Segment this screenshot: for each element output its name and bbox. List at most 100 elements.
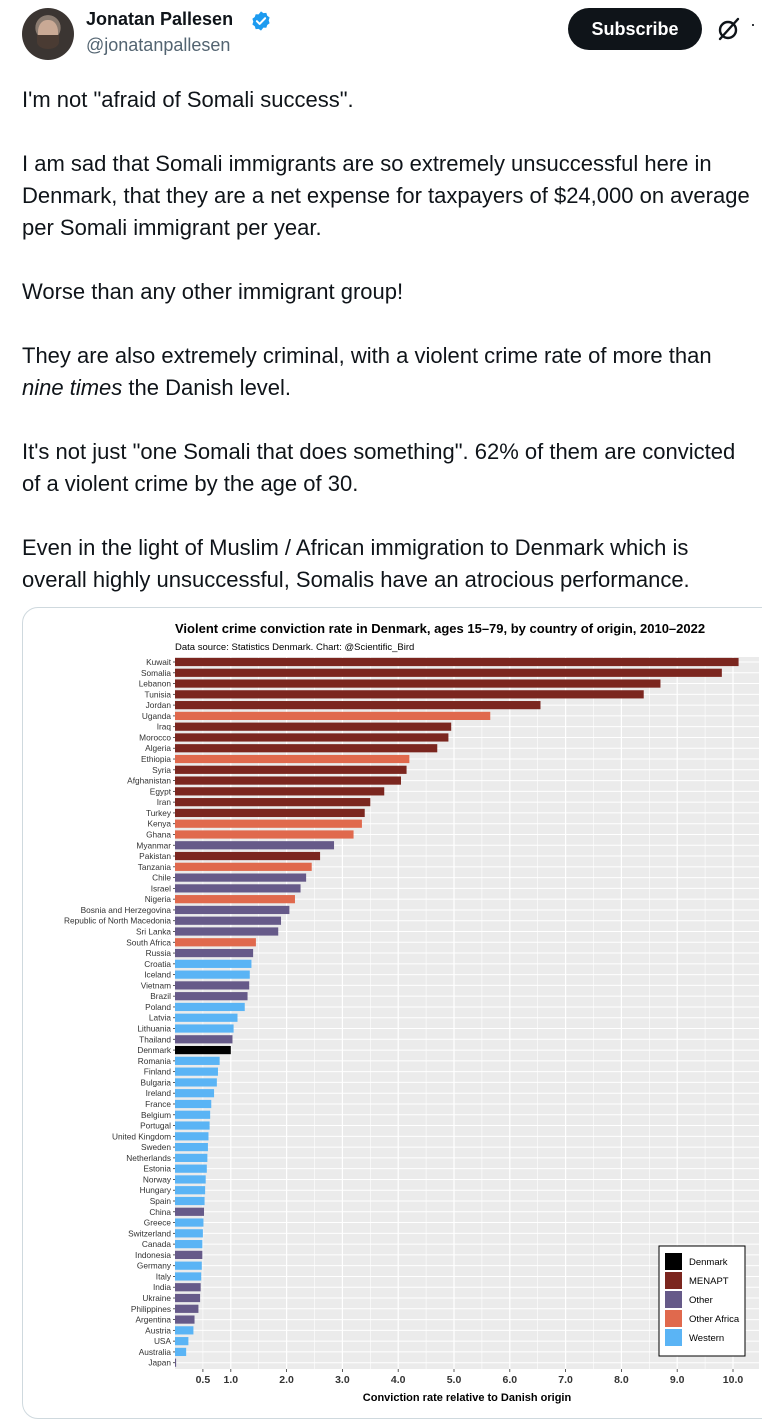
y-tick-label: Uganda [142,711,171,721]
bar-bosnia-and-herzegovina [175,905,290,915]
post-paragraph: Worse than any other immigrant group! [22,279,404,304]
y-tick-label: Egypt [150,786,172,796]
chart-subtitle: Data source: Statistics Denmark. Chart: … [175,642,414,653]
x-tick-label: 1.0 [223,1374,238,1386]
bar-lebanon [175,679,661,688]
bar-denmark [175,1045,231,1055]
avatar[interactable] [22,8,74,60]
y-tick-label: Algeria [145,743,171,753]
y-tick-label: Estonia [143,1164,171,1174]
bar-sri-lanka [175,927,279,936]
bar-australia [175,1347,187,1357]
bar-brazil [175,992,248,1001]
bar-chile [175,873,307,882]
y-tick-label: Afghanistan [127,776,171,786]
bar-chart: Violent crime conviction rate in Denmark… [64,621,759,1404]
post-emphasis: nine times [22,375,123,400]
legend-label: Other [689,1295,713,1306]
x-tick-label: 5.0 [447,1374,462,1386]
author-name[interactable]: Jonatan Pallesen [86,9,234,29]
legend-label: Other Africa [689,1314,740,1325]
post-paragraph: I am sad that Somali immigrants are so e… [22,151,750,240]
x-axis-ticks: 0.5 1.0 2.0 3.0 4.0 5.0 6.0 7.0 8.0 9.0 10.0 [196,1369,744,1386]
y-tick-label: Switzerland [128,1228,171,1238]
x-tick-label: 9.0 [670,1374,685,1386]
legend-swatch [665,1329,682,1346]
legend-swatch [665,1253,682,1270]
legend-swatch [665,1291,682,1308]
bar-somalia [175,668,722,677]
x-axis-label: Conviction rate relative to Danish origi… [363,1392,572,1404]
y-tick-label: Poland [145,1002,171,1012]
more-icon[interactable]: · [750,14,756,34]
bar-lithuania [175,1024,234,1033]
bar-south-africa [175,938,256,947]
post-paragraph: It's not just "one Somali that does some… [22,439,736,496]
x-tick-label: 4.0 [391,1374,406,1386]
bar-pakistan [175,851,321,861]
bar-russia [175,948,254,958]
bar-thailand [175,1035,233,1044]
y-tick-label: Lebanon [139,679,172,689]
bar-bulgaria [175,1078,217,1087]
y-tick-label: Sri Lanka [136,927,171,937]
y-tick-label: Hungary [140,1185,172,1195]
y-tick-label: Iceland [144,970,171,980]
bar-afghanistan [175,776,401,785]
bar-indonesia [175,1250,203,1259]
bar-spain [175,1196,205,1206]
y-tick-label: Denmark [137,1045,172,1055]
bar-ireland [175,1089,215,1098]
y-tick-label: Croatia [144,959,171,969]
bar-algeria [175,744,438,753]
y-tick-label: India [153,1282,171,1292]
y-tick-label: Turkey [146,808,172,818]
bar-estonia [175,1164,207,1173]
y-tick-label: Belgium [141,1110,171,1120]
bar-austria [175,1326,194,1335]
legend-label: MENAPT [689,1276,729,1287]
y-tick-label: Finland [144,1067,172,1077]
y-tick-label: Lithuania [137,1024,171,1034]
subscribe-button[interactable]: Subscribe [568,8,702,50]
y-tick-label: Bulgaria [141,1077,172,1087]
y-tick-label: Spain [150,1196,172,1206]
y-tick-label: Republic of North Macedonia [64,916,171,926]
x-tick-label: 6.0 [502,1374,517,1386]
bar-kenya [175,819,362,828]
bar-tanzania [175,862,312,871]
author-handle[interactable]: @jonatanpallesen [86,35,231,55]
y-tick-label: Vietnam [141,980,171,990]
bar-iraq [175,722,452,731]
grok-icon[interactable] [716,16,742,42]
x-tick-label: 10.0 [723,1374,744,1386]
y-tick-label: Russia [146,948,172,958]
bar-finland [175,1067,218,1076]
x-tick-label: 0.5 [196,1374,211,1386]
bar-india [175,1283,201,1292]
bar-egypt [175,787,385,796]
bar-belgium [175,1110,211,1119]
bar-croatia [175,959,252,968]
post-paragraph: Even in the light of Muslim / African im… [22,535,690,592]
y-tick-label: Nigeria [145,894,172,904]
y-tick-label: Norway [143,1174,172,1184]
y-tick-label: Brazil [150,991,171,1001]
bar-usa [175,1337,189,1346]
y-tick-label: Iraq [157,722,172,732]
x-tick-label: 8.0 [614,1374,629,1386]
y-tick-label: Ireland [146,1088,172,1098]
bar-israel [175,884,301,893]
bar-ukraine [175,1293,201,1303]
y-tick-label: Jordan [146,700,172,710]
y-tick-label: Sweden [141,1142,171,1152]
y-tick-label: Thailand [139,1034,171,1044]
y-tick-label: Philippines [131,1304,171,1314]
chart-card[interactable]: Violent crime conviction rate in Denmark… [22,607,762,1419]
bar-france [175,1099,212,1109]
bar-romania [175,1056,220,1065]
y-axis-labels: KuwaitSomaliaLebanonTunisiaJordanUgandaI… [64,657,175,1368]
y-tick-label: France [145,1099,171,1109]
y-tick-label: China [149,1207,171,1217]
post-text: I'm not "afraid of Somali success". I am… [22,84,757,628]
